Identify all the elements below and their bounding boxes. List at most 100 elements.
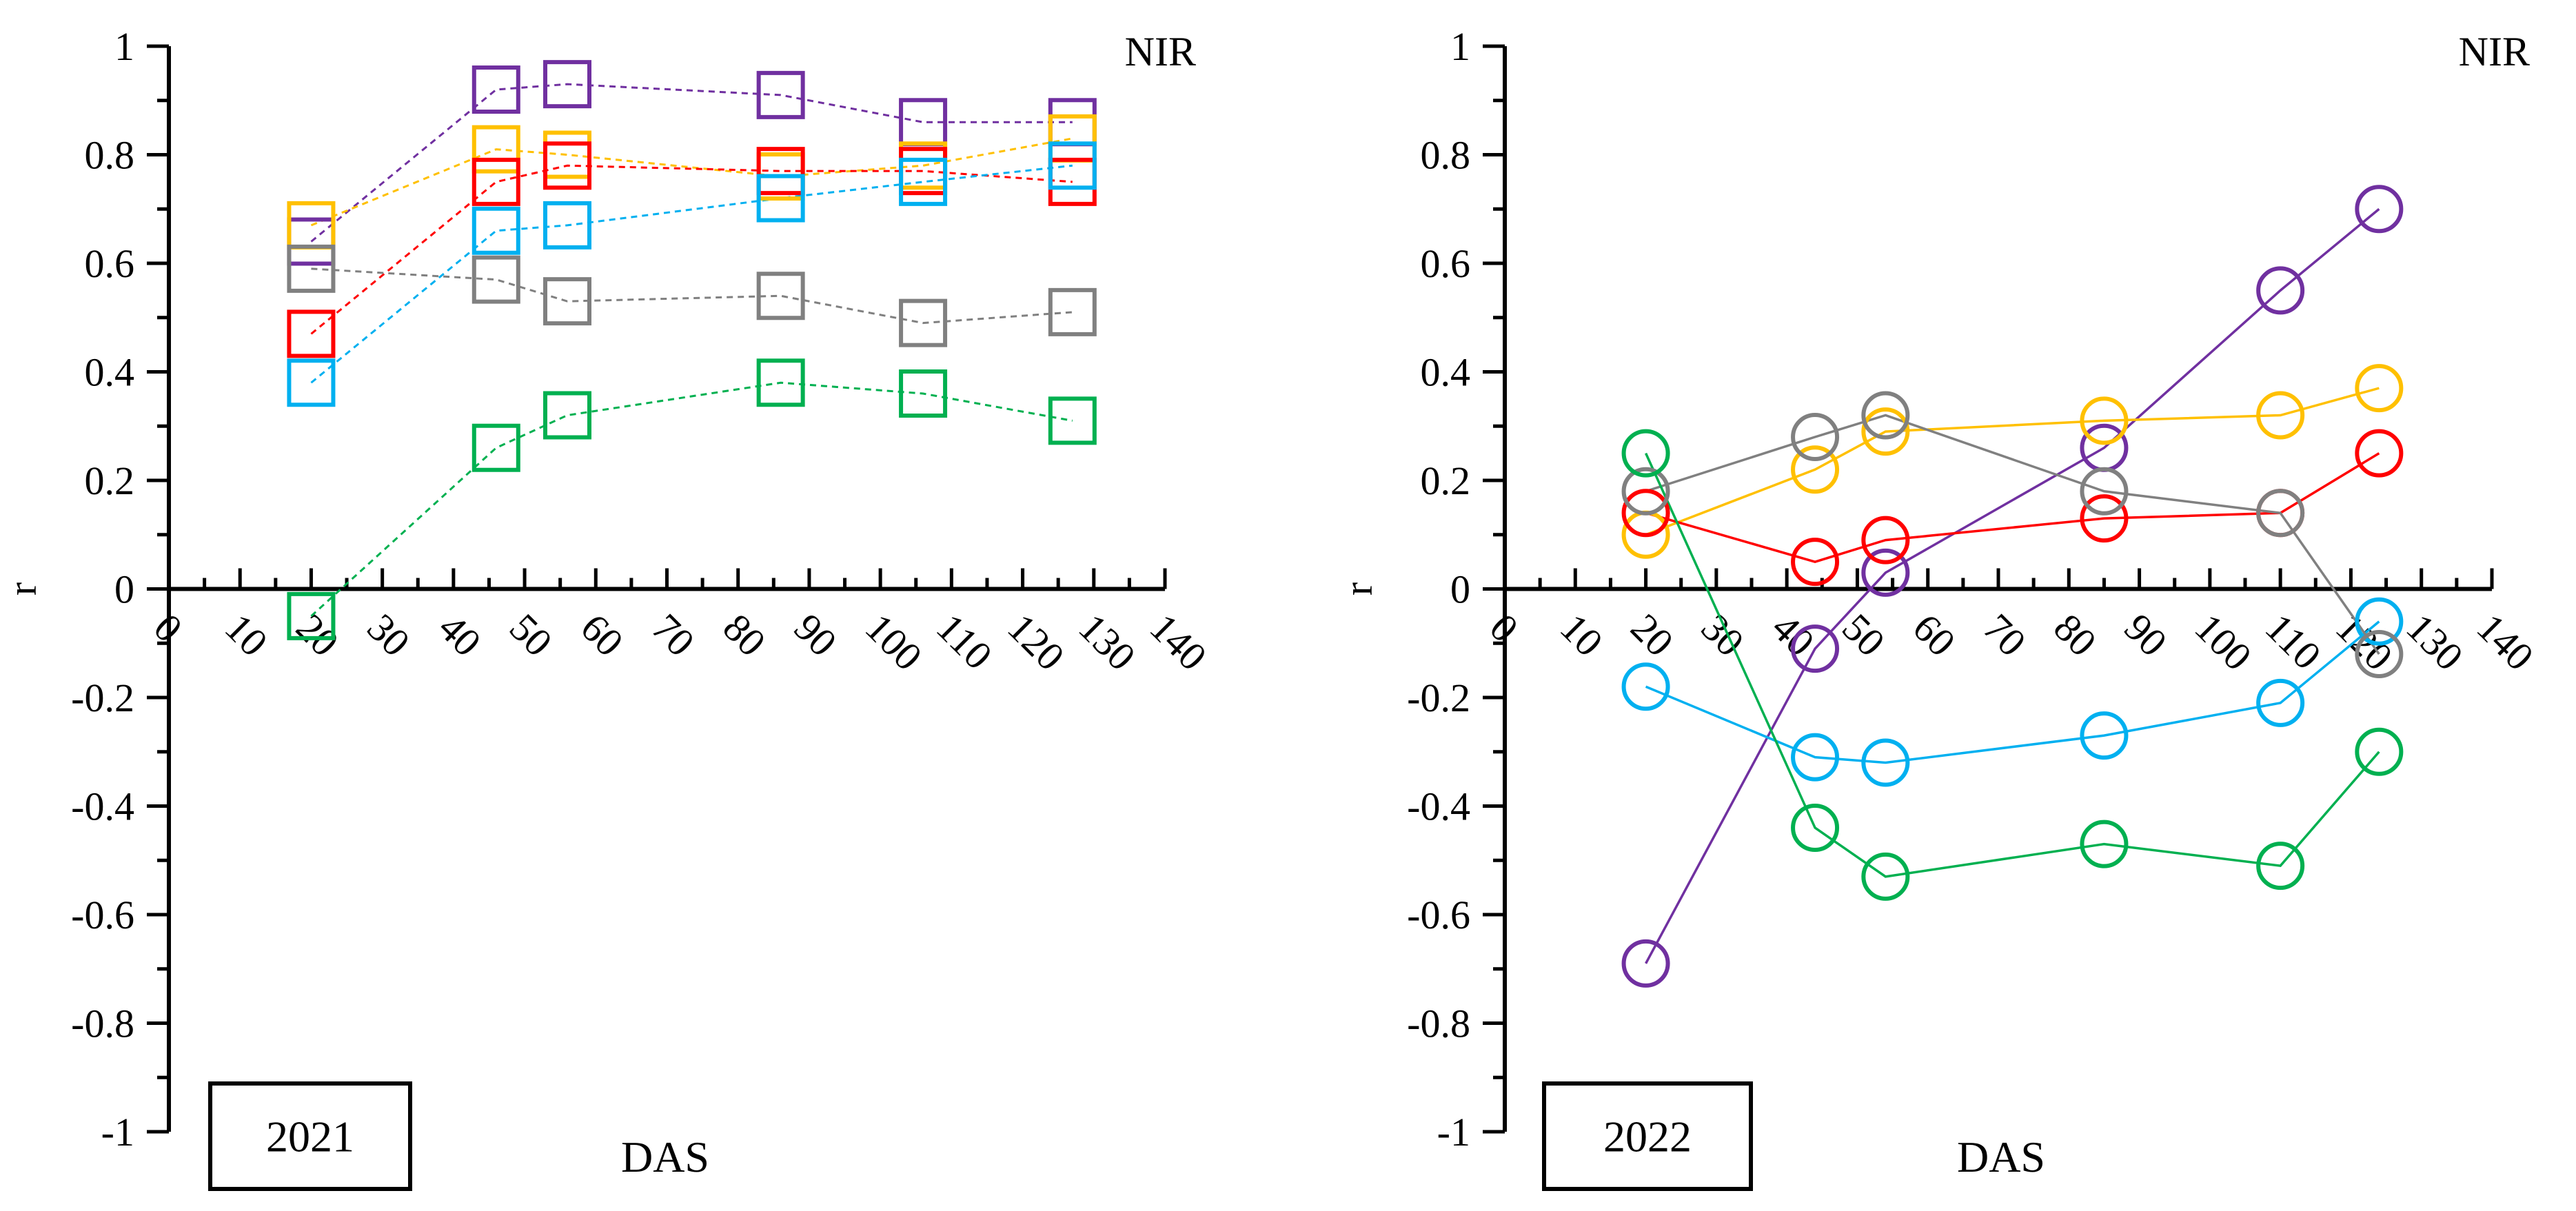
data-point-green [756, 358, 805, 407]
data-point-blue [2256, 678, 2305, 727]
data-point-blue [1048, 141, 1097, 190]
x-tick-label: 20 [1622, 605, 1682, 665]
series-line-red [310, 164, 1073, 335]
x-tick-label: 120 [999, 605, 1073, 679]
x-tick-label: 100 [2187, 605, 2260, 679]
series-line-red [1645, 452, 2380, 563]
data-point-gray [1861, 391, 1910, 440]
data-point-yellow [2256, 391, 2305, 440]
data-point-blue [471, 206, 520, 255]
data-point-purple [1621, 939, 1670, 988]
data-point-green [1861, 852, 1910, 901]
data-point-green [899, 369, 948, 418]
data-point-blue [2080, 711, 2129, 760]
x-tick-label: 110 [928, 605, 1001, 678]
x-tick-label: 10 [216, 605, 276, 665]
y-tick-label: 0.8 [1421, 133, 1471, 178]
x-axis-label: DAS [621, 1132, 709, 1181]
year-box [1542, 1081, 1753, 1191]
data-point-green [1791, 804, 1840, 852]
x-tick-label: 40 [430, 605, 490, 665]
x-tick-label: 80 [715, 605, 775, 665]
data-point-gray [756, 272, 805, 320]
data-point-blue [1621, 662, 1670, 711]
data-point-gray [1791, 413, 1840, 461]
data-point-purple [471, 65, 520, 114]
y-tick-label: 0.4 [85, 350, 135, 395]
data-point-red [1861, 516, 1910, 564]
data-point-blue [2355, 597, 2404, 646]
x-tick-label: 70 [643, 605, 703, 665]
y-tick-label: -0.6 [1407, 893, 1470, 937]
data-point-gray [471, 255, 520, 304]
data-point-blue [899, 157, 948, 206]
data-point-gray [2355, 630, 2404, 678]
chart-panel-2021: -1-0.8-0.6-0.4-0.200.20.40.60.810 10 20 30 4… [0, 24, 1215, 1191]
chart-panel-2022: -1-0.8-0.6-0.4-0.200.20.40.60.810 10 20 30 4… [1336, 24, 2542, 1191]
y-tick-label: 1 [1450, 24, 1470, 69]
data-point-green [2355, 727, 2404, 776]
data-point-gray [2080, 467, 2129, 516]
data-point-red [287, 309, 336, 358]
y-tick-label: 1 [114, 24, 134, 69]
data-point-purple [543, 60, 591, 109]
y-axis-label: r [0, 582, 45, 596]
y-tick-label: 0.4 [1421, 350, 1471, 395]
x-axis-label: DAS [1957, 1132, 2045, 1181]
x-tick-label: 90 [2116, 605, 2176, 665]
data-point-blue [287, 358, 336, 407]
x-tick-label: 100 [857, 605, 931, 679]
y-tick-label: 0 [114, 567, 134, 612]
data-point-red [543, 141, 591, 190]
year-box [208, 1081, 412, 1191]
y-tick-label: 0.8 [85, 133, 135, 178]
y-tick-label: -0.4 [71, 784, 134, 829]
data-point-gray [287, 244, 336, 293]
series-line-blue [310, 164, 1073, 384]
data-point-purple [2355, 185, 2404, 234]
data-point-green [543, 391, 591, 440]
data-point-green [1048, 396, 1097, 445]
data-point-red [1621, 489, 1670, 538]
data-point-yellow [471, 125, 520, 174]
y-tick-label: 0.2 [1421, 458, 1471, 503]
x-tick-label: 110 [2257, 605, 2330, 678]
data-point-green [2256, 842, 2305, 891]
series-line-yellow [310, 137, 1073, 227]
data-point-red [2080, 494, 2129, 543]
data-point-yellow [1791, 445, 1840, 494]
data-point-gray [1048, 287, 1097, 336]
y-tick-label: 0.2 [85, 458, 135, 503]
data-point-green [1621, 429, 1670, 478]
series-line-purple [1645, 207, 2380, 964]
data-point-red [1791, 538, 1840, 587]
data-point-blue [1861, 738, 1910, 787]
y-tick-label: -0.2 [71, 675, 134, 720]
year-label: 2021 [266, 1112, 354, 1161]
x-tick-label: 30 [358, 605, 418, 665]
data-point-green [471, 423, 520, 472]
series-line-gray [311, 267, 1073, 325]
data-point-blue [1791, 733, 1840, 782]
y-tick-label: -0.4 [1407, 784, 1470, 829]
data-point-purple [1861, 548, 1910, 597]
data-point-yellow [2080, 396, 2129, 445]
series-line-green [1644, 452, 2380, 878]
y-tick-label: -0.2 [1407, 675, 1470, 720]
series-line-purple [310, 83, 1073, 243]
x-tick-label: 10 [1552, 605, 1612, 665]
data-point-purple [2256, 266, 2305, 315]
data-point-red [471, 157, 520, 206]
x-tick-label: 50 [501, 605, 561, 665]
x-tick-label: 60 [1905, 605, 1965, 665]
x-tick-label: 130 [1071, 605, 1144, 679]
data-point-yellow [543, 130, 591, 179]
y-tick-label: -0.8 [1407, 1001, 1470, 1046]
y-tick-label: -0.8 [71, 1001, 134, 1046]
series-line-yellow [1645, 387, 2380, 536]
x-tick-label: 30 [1693, 605, 1753, 665]
y-tick-label: 0 [1450, 567, 1470, 612]
data-point-gray [1621, 467, 1670, 516]
y-tick-label: -1 [1437, 1110, 1470, 1154]
